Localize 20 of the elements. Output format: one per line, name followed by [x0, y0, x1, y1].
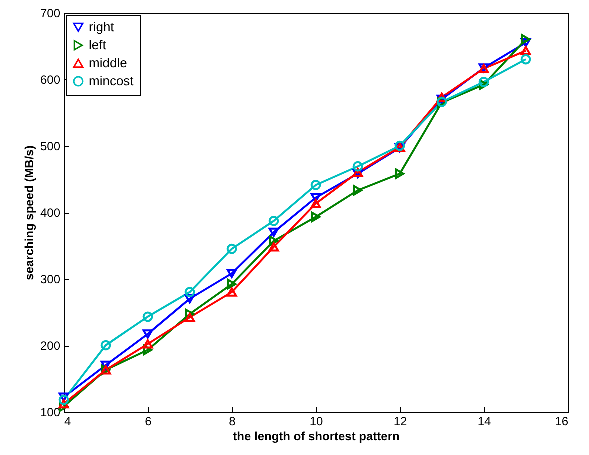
x-axis-title: the length of shortest pattern	[233, 430, 400, 444]
x-tick-label: 4	[64, 414, 72, 428]
y-tick-label: 300	[40, 272, 61, 286]
y-tick-label: 600	[40, 73, 61, 87]
y-tick-label: 700	[40, 6, 61, 20]
y-tick-label: 200	[40, 339, 61, 353]
legend-label: mincost	[89, 74, 134, 88]
x-tick-label: 8	[229, 414, 236, 428]
x-tick-label: 14	[478, 414, 492, 428]
legend-label: middle	[89, 56, 128, 70]
y-axis-title: searching speed (MB/s)	[22, 146, 36, 280]
legend-label: right	[89, 20, 115, 34]
legend-label: left	[89, 38, 107, 52]
y-tick-label: 500	[40, 140, 61, 154]
x-tick-label: 12	[394, 414, 408, 428]
x-tick-label: 16	[555, 414, 569, 428]
y-tick-label: 100	[40, 406, 61, 420]
y-tick-label: 400	[40, 206, 61, 220]
x-tick-label: 10	[310, 414, 324, 428]
x-tick-label: 6	[145, 414, 152, 428]
